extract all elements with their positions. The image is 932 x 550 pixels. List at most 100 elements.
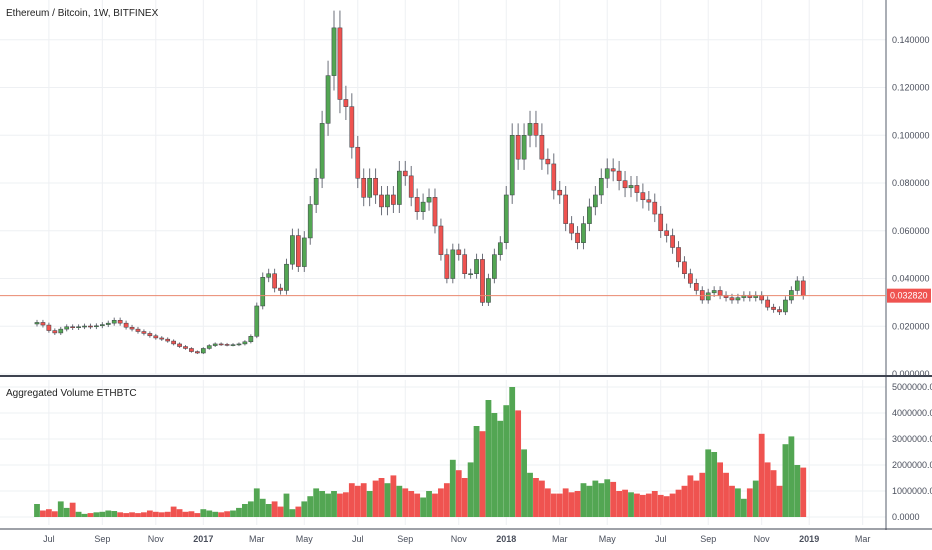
candle-body[interactable] — [129, 326, 135, 330]
volume-bar[interactable] — [669, 493, 676, 517]
candle-body[interactable] — [153, 335, 159, 339]
volume-bar[interactable] — [687, 475, 694, 517]
volume-bar[interactable] — [247, 501, 254, 517]
volume-bar[interactable] — [740, 498, 747, 517]
candle-body[interactable] — [581, 223, 586, 243]
candle-body[interactable] — [634, 185, 640, 193]
volume-bar[interactable] — [533, 478, 539, 517]
candle-body[interactable] — [408, 175, 414, 198]
candle-body[interactable] — [337, 27, 343, 100]
candle-body[interactable] — [628, 185, 634, 189]
volume-bar[interactable] — [639, 494, 646, 517]
candle-body[interactable] — [414, 197, 420, 212]
candle-body[interactable] — [711, 290, 717, 294]
candle-body[interactable] — [70, 326, 75, 328]
candle-body[interactable] — [604, 168, 610, 179]
volume-bar[interactable] — [295, 506, 302, 517]
volume-bar[interactable] — [40, 510, 46, 518]
volume-bar[interactable] — [141, 512, 147, 517]
volume-bar[interactable] — [378, 478, 385, 517]
candle-body[interactable] — [450, 249, 456, 279]
candle-body[interactable] — [230, 344, 236, 346]
candle-body[interactable] — [94, 325, 99, 328]
candle-body[interactable] — [349, 106, 355, 148]
candle-body[interactable] — [569, 223, 574, 234]
volume-bar[interactable] — [170, 506, 177, 517]
candle-body[interactable] — [171, 340, 176, 345]
candle-body[interactable] — [533, 123, 539, 136]
volume-bar[interactable] — [764, 462, 771, 517]
candle-body[interactable] — [444, 254, 450, 279]
volume-bar[interactable] — [301, 501, 308, 517]
volume-bar[interactable] — [99, 511, 106, 517]
candle-body[interactable] — [189, 348, 194, 352]
volume-bar[interactable] — [87, 513, 94, 517]
volume-bar[interactable] — [51, 511, 58, 517]
candle-body[interactable] — [135, 328, 141, 332]
candle-body[interactable] — [396, 170, 402, 205]
volume-bar[interactable] — [342, 492, 349, 517]
volume-bar[interactable] — [307, 496, 314, 517]
volume-bar[interactable] — [313, 488, 320, 517]
candle-body[interactable] — [462, 254, 468, 274]
volume-bar[interactable] — [146, 510, 153, 518]
candle-body[interactable] — [111, 320, 117, 324]
candle-body[interactable] — [468, 273, 473, 275]
volume-bar[interactable] — [45, 509, 52, 517]
candle-body[interactable] — [159, 337, 165, 340]
candle-body[interactable] — [682, 261, 687, 274]
candle-body[interactable] — [598, 178, 604, 196]
volume-bar[interactable] — [75, 511, 82, 517]
volume-bar[interactable] — [521, 449, 527, 517]
candle-body[interactable] — [783, 299, 788, 313]
volume-bar[interactable] — [176, 509, 183, 517]
volume-bar[interactable] — [337, 493, 343, 517]
volume-bar[interactable] — [283, 493, 290, 517]
candle-body[interactable] — [539, 135, 545, 160]
volume-bar[interactable] — [699, 472, 706, 517]
volume-bar[interactable] — [93, 512, 100, 517]
candle-body[interactable] — [242, 341, 248, 345]
candle-body[interactable] — [260, 277, 266, 307]
candle-body[interactable] — [99, 324, 105, 327]
volume-bar[interactable] — [758, 433, 765, 517]
volume-bar[interactable] — [182, 511, 189, 517]
candle-body[interactable] — [290, 235, 295, 265]
candle-body[interactable] — [771, 306, 776, 310]
volume-bar[interactable] — [194, 513, 201, 517]
volume-bar[interactable] — [331, 491, 337, 517]
volume-bar[interactable] — [206, 510, 213, 518]
volume-bar[interactable] — [681, 485, 688, 517]
candle-body[interactable] — [82, 325, 87, 328]
candle-body[interactable] — [206, 345, 212, 349]
volume-bar[interactable] — [236, 507, 242, 517]
candle-body[interactable] — [486, 278, 491, 303]
volume-bar[interactable] — [218, 512, 225, 517]
candle-body[interactable] — [367, 178, 372, 198]
candle-body[interactable] — [420, 201, 426, 212]
candle-body[interactable] — [474, 259, 479, 274]
volume-bar[interactable] — [497, 420, 504, 517]
volume-bar[interactable] — [158, 512, 165, 517]
volume-bar[interactable] — [426, 491, 432, 517]
candle-body[interactable] — [165, 338, 171, 342]
candle-body[interactable] — [307, 204, 313, 239]
candle-body[interactable] — [670, 235, 675, 248]
volume-bar[interactable] — [651, 491, 658, 517]
volume-bar[interactable] — [574, 491, 581, 517]
volume-bar[interactable] — [776, 485, 783, 517]
volume-bar[interactable] — [485, 400, 492, 517]
candle-body[interactable] — [64, 326, 70, 330]
volume-bar[interactable] — [408, 491, 415, 517]
candle-body[interactable] — [616, 170, 622, 181]
candle-body[interactable] — [794, 280, 800, 291]
volume-bar[interactable] — [746, 488, 753, 517]
candle-body[interactable] — [177, 343, 182, 347]
volume-bar[interactable] — [735, 488, 741, 517]
candle-body[interactable] — [509, 135, 515, 196]
candle-body[interactable] — [284, 263, 289, 291]
candle-body[interactable] — [551, 163, 557, 191]
candle-body[interactable] — [693, 283, 699, 291]
volume-bar[interactable] — [586, 485, 593, 517]
volume-bar[interactable] — [657, 494, 664, 517]
